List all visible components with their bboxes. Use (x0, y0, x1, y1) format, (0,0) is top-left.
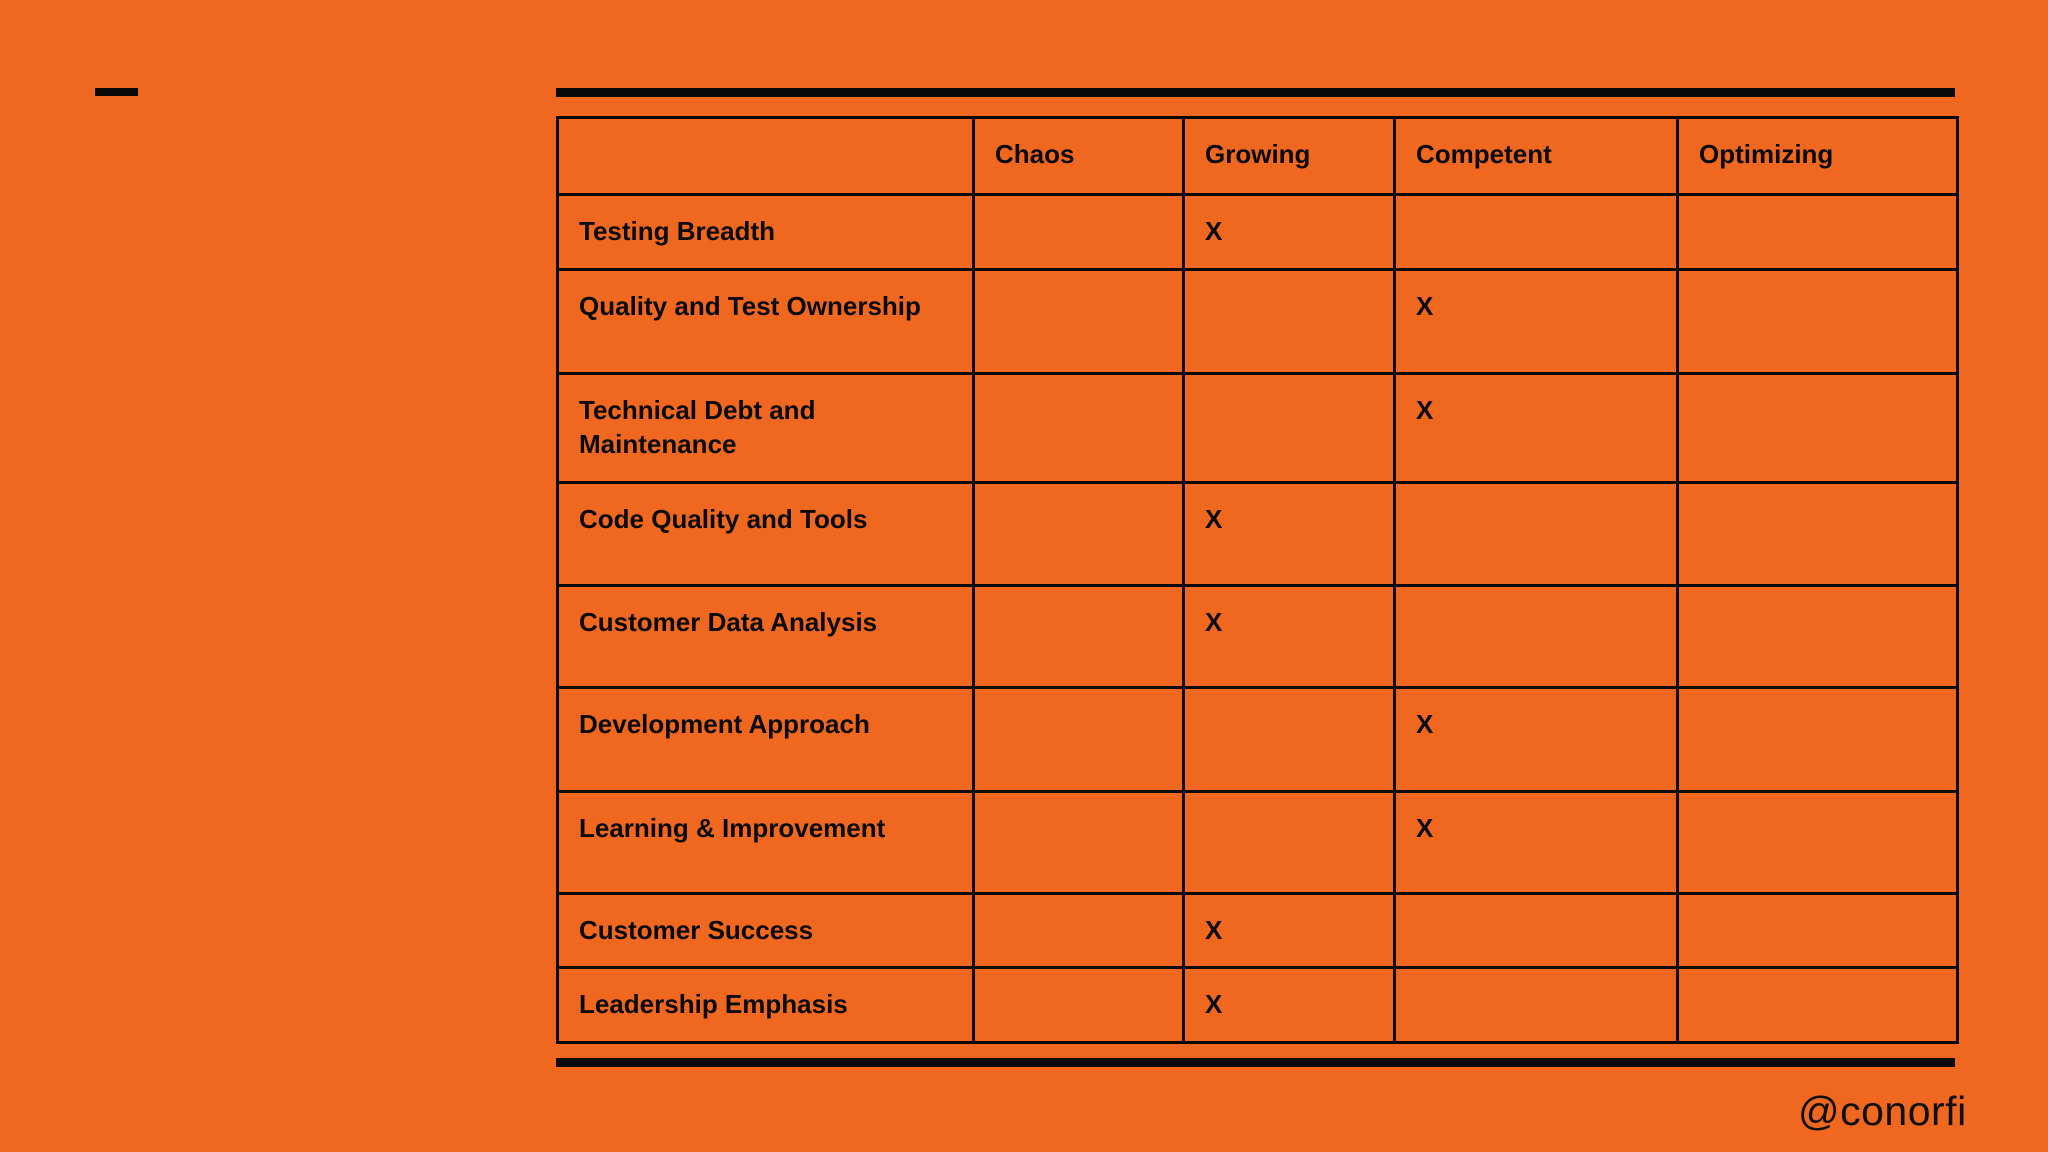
row-label: Customer Data Analysis (556, 584, 975, 689)
mark-cell (1393, 193, 1679, 271)
mark-cell: X (1182, 584, 1396, 689)
table-row: Code Quality and Tools X (556, 481, 1959, 587)
title-dash (95, 88, 138, 96)
mark-cell (972, 584, 1185, 689)
mark-cell: X (1393, 790, 1679, 895)
column-header-chaos: Chaos (972, 116, 1185, 196)
mark-cell (1676, 268, 1959, 375)
mark-cell (1393, 966, 1679, 1044)
top-rule (556, 88, 1955, 97)
mark-cell (1182, 268, 1396, 375)
mark-cell (1676, 892, 1959, 969)
table-row: Leadership Emphasis X (556, 966, 1959, 1044)
table-row: Customer Success X (556, 892, 1959, 969)
row-label: Learning & Improvement (556, 790, 975, 895)
mark-cell: X (1182, 481, 1396, 587)
mark-cell (1676, 686, 1959, 793)
mark-cell (1182, 790, 1396, 895)
mark-cell (1182, 686, 1396, 793)
mark-cell: X (1182, 966, 1396, 1044)
mark-cell: X (1182, 193, 1396, 271)
mark-cell (972, 966, 1185, 1044)
mark-cell (972, 481, 1185, 587)
table-row: Development Approach X (556, 686, 1959, 793)
mark-cell: X (1182, 892, 1396, 969)
mark-cell (1393, 481, 1679, 587)
mark-cell (1676, 790, 1959, 895)
mark-cell (972, 372, 1185, 484)
table-header-row: Chaos Growing Competent Optimizing (556, 116, 1959, 196)
mark-cell (1676, 372, 1959, 484)
mark-cell (972, 686, 1185, 793)
table-row: Quality and Test Ownership X (556, 268, 1959, 375)
mark-cell (972, 892, 1185, 969)
mark-cell (1676, 966, 1959, 1044)
row-label: Quality and Test Ownership (556, 268, 975, 375)
row-label: Leadership Emphasis (556, 966, 975, 1044)
mark-cell (1182, 372, 1396, 484)
mark-cell (1393, 584, 1679, 689)
mark-cell (1676, 193, 1959, 271)
mark-cell (1676, 481, 1959, 587)
maturity-table: Chaos Growing Competent Optimizing Testi… (556, 116, 1959, 1044)
table-row: Technical Debt and Maintenance X (556, 372, 1959, 484)
author-handle: @conorfi (1798, 1088, 1967, 1134)
bottom-rule (556, 1058, 1955, 1067)
row-label: Technical Debt and Maintenance (556, 372, 975, 484)
corner-cell (556, 116, 975, 196)
row-label: Customer Success (556, 892, 975, 969)
mark-cell: X (1393, 372, 1679, 484)
column-header-competent: Competent (1393, 116, 1679, 196)
row-label: Testing Breadth (556, 193, 975, 271)
mark-cell (1393, 892, 1679, 969)
mark-cell: X (1393, 686, 1679, 793)
mark-cell (972, 268, 1185, 375)
mark-cell (972, 193, 1185, 271)
table-row: Learning & Improvement X (556, 790, 1959, 895)
mark-cell (972, 790, 1185, 895)
row-label: Code Quality and Tools (556, 481, 975, 587)
column-header-growing: Growing (1182, 116, 1396, 196)
mark-cell: X (1393, 268, 1679, 375)
table-row: Customer Data Analysis X (556, 584, 1959, 689)
row-label: Development Approach (556, 686, 975, 793)
column-header-optimizing: Optimizing (1676, 116, 1959, 196)
table-row: Testing Breadth X (556, 193, 1959, 271)
mark-cell (1676, 584, 1959, 689)
